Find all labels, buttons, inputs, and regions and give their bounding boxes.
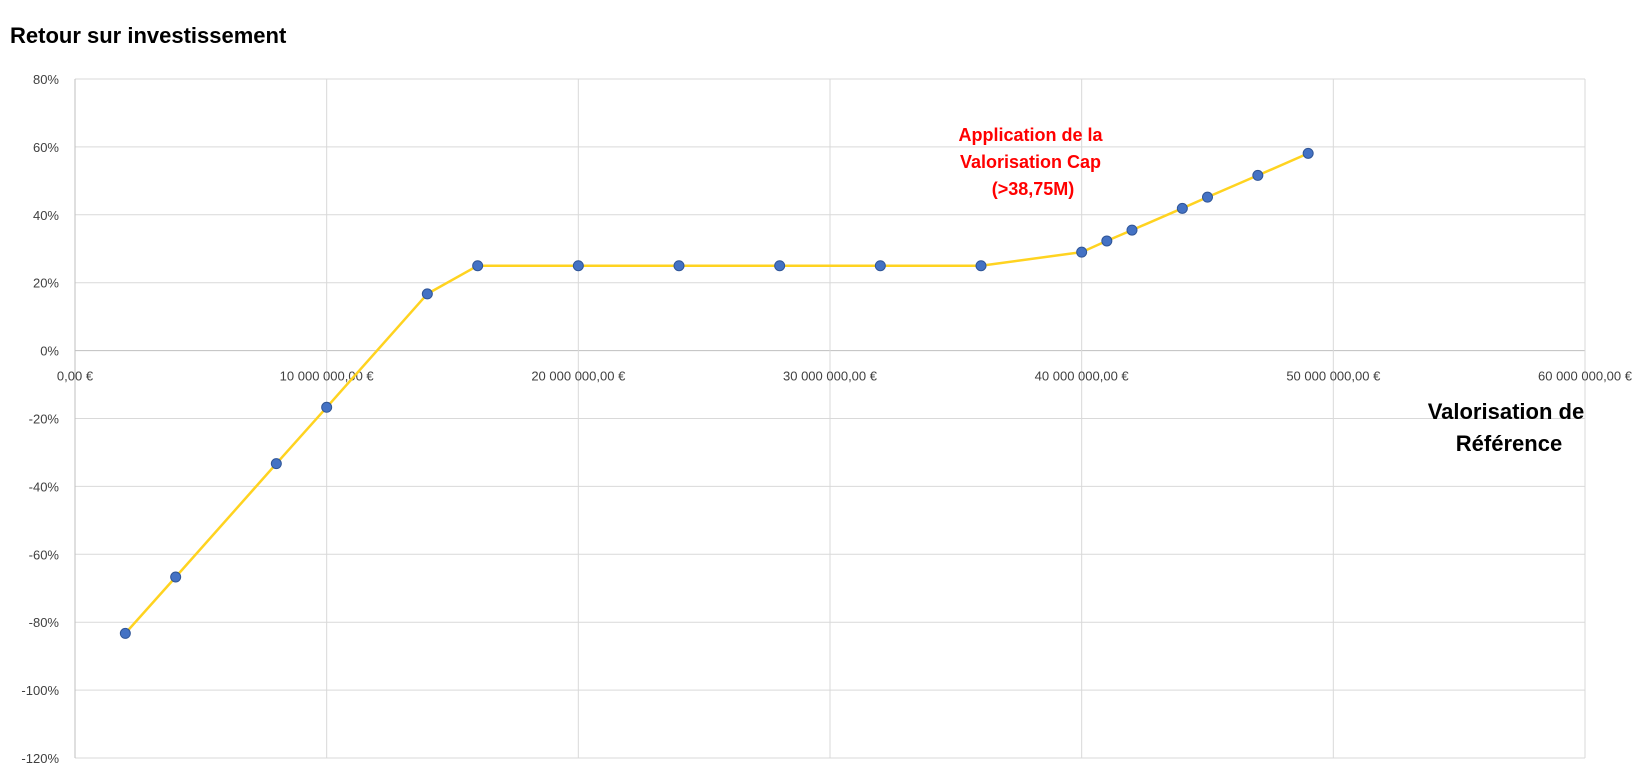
data-point [472,260,484,272]
data-point [1302,147,1314,159]
chart-title: Retour sur investissement [10,23,287,48]
x-tick-label: 20 000 000,00 € [531,369,626,384]
data-point [1202,191,1213,203]
annotation-line-3: (>38,75M) [992,179,1075,199]
y-tick-label: 60% [33,140,59,155]
x-axis-title-line-1: Valorisation de [1428,399,1585,424]
y-tick-label: -40% [29,479,60,494]
x-tick-label: 30 000 000,00 € [783,369,878,384]
x-tick-label: 50 000 000,00 € [1286,369,1381,384]
data-point [1176,202,1188,214]
data-markers [119,147,1314,639]
x-axis-title: Valorisation de Référence [1428,399,1591,456]
data-point [1101,235,1113,247]
data-point [1252,169,1264,181]
data-point [774,260,786,272]
grid-lines [74,78,1586,759]
annotation-line-1: Application de la [958,125,1103,145]
y-axis-ticks: 80% 60% 40% 20% 0% -20% -40% -60% -80% -100% -120% [21,72,59,766]
y-tick-label: -80% [29,615,60,630]
data-point [673,260,685,272]
x-axis-title-line-2: Référence [1456,431,1562,456]
x-tick-label: 40 000 000,00 € [1035,369,1130,384]
data-point [170,571,182,583]
annotation-line-2: Valorisation Cap [960,152,1101,172]
y-tick-label: -60% [29,547,60,562]
data-point [321,401,333,413]
data-point [1076,246,1088,258]
data-point [572,260,584,272]
data-point [1126,224,1138,236]
x-tick-label: 60 000 000,00 € [1538,369,1633,384]
y-tick-label: 20% [33,276,59,291]
y-tick-label: -20% [29,412,60,427]
y-tick-label: 40% [33,208,59,223]
data-point [270,458,282,470]
y-tick-label: 0% [40,344,59,359]
data-point [421,288,433,300]
x-axis-ticks: 0,00 €10 000 000,00 €20 000 000,00 €30 0… [57,369,1633,384]
y-tick-label: -100% [21,683,59,698]
y-tick-label: -120% [21,751,59,766]
data-point [975,260,987,272]
y-tick-label: 80% [33,72,59,87]
cap-annotation: Application de la Valorisation Cap (>38,… [958,125,1107,199]
x-tick-label: 0,00 € [57,369,94,384]
data-point [119,627,131,639]
data-point [874,260,886,272]
